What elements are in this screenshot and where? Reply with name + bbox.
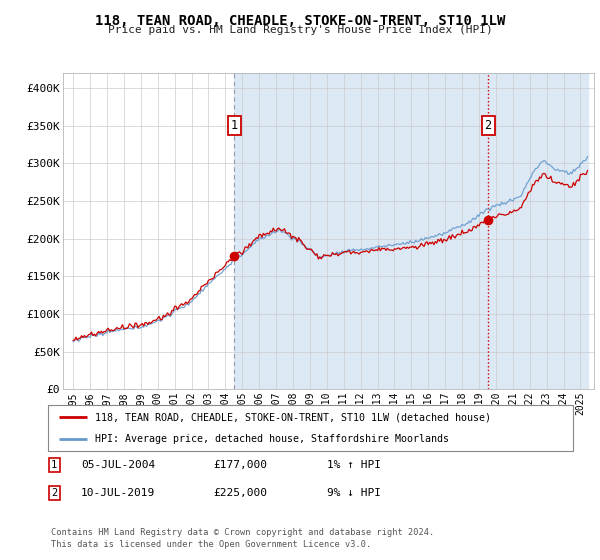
Text: 9% ↓ HPI: 9% ↓ HPI — [327, 488, 381, 498]
Text: 118, TEAN ROAD, CHEADLE, STOKE-ON-TRENT, ST10 1LW: 118, TEAN ROAD, CHEADLE, STOKE-ON-TRENT,… — [95, 14, 505, 28]
Text: 1: 1 — [51, 460, 57, 470]
Text: £225,000: £225,000 — [213, 488, 267, 498]
Text: 1: 1 — [231, 119, 238, 132]
Text: 2: 2 — [485, 119, 492, 132]
Text: Price paid vs. HM Land Registry's House Price Index (HPI): Price paid vs. HM Land Registry's House … — [107, 25, 493, 35]
Text: £177,000: £177,000 — [213, 460, 267, 470]
Text: Contains HM Land Registry data © Crown copyright and database right 2024.
This d: Contains HM Land Registry data © Crown c… — [51, 528, 434, 549]
Text: 05-JUL-2004: 05-JUL-2004 — [81, 460, 155, 470]
Text: 1% ↑ HPI: 1% ↑ HPI — [327, 460, 381, 470]
Text: 118, TEAN ROAD, CHEADLE, STOKE-ON-TRENT, ST10 1LW (detached house): 118, TEAN ROAD, CHEADLE, STOKE-ON-TRENT,… — [95, 412, 491, 422]
Text: 2: 2 — [51, 488, 57, 498]
Text: HPI: Average price, detached house, Staffordshire Moorlands: HPI: Average price, detached house, Staf… — [95, 435, 449, 444]
Text: 10-JUL-2019: 10-JUL-2019 — [81, 488, 155, 498]
Bar — [235, 73, 587, 389]
